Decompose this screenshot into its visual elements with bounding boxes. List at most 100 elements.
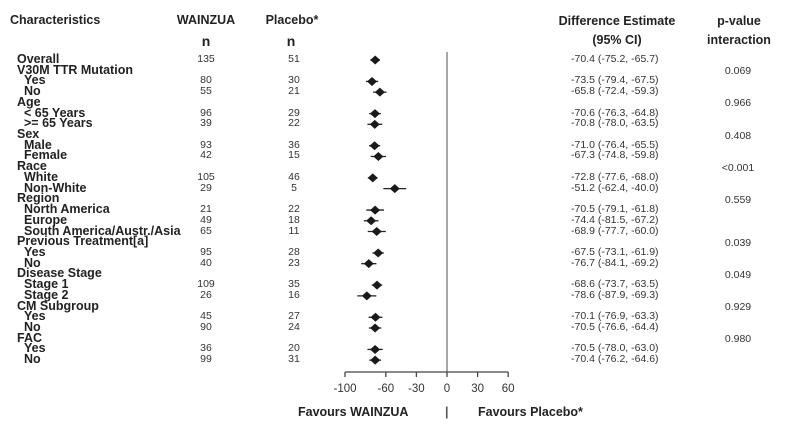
n-wainzua: 21 [200,203,212,216]
n-wainzua: 109 [197,278,215,291]
subgroup-label: >= 65 Years [24,116,93,131]
n-wainzua: 55 [200,85,212,98]
p-value-interaction: 0.980 [724,333,752,346]
difference-estimate-text: -70.6 (-76.3, -64.8) [571,106,659,119]
header-n-placebo: n [286,33,296,49]
estimate-diamond [363,259,374,269]
group-label: Sex [17,127,40,142]
n-placebo: 23 [288,256,300,269]
estimate-diamond [370,355,381,365]
p-value-interaction: 0.069 [724,65,752,78]
p-value-interaction: 0.929 [724,301,752,314]
n-placebo: 5 [291,181,297,194]
subgroup-label: Stage 1 [24,277,69,292]
header-wainzua: WAINZUA [176,13,236,27]
n-placebo: 28 [288,245,300,258]
n-placebo: 22 [288,203,300,216]
n-placebo: 51 [288,53,300,65]
estimate-diamond [371,227,382,237]
header-interaction: interaction [707,33,771,47]
estimate-diamond [370,344,381,354]
difference-estimate-text: -70.5 (-79.1, -61.8) [571,203,659,216]
n-wainzua: 39 [200,117,212,130]
subgroup-label: Yes [24,341,46,356]
estimate-diamond [370,312,381,322]
estimate-diamond [389,184,400,194]
n-wainzua: 40 [200,256,212,269]
difference-estimate-text: -78.6 (-87.9, -69.3) [571,288,659,301]
difference-estimate-text: -74.4 (-81.5, -67.2) [571,213,659,226]
group-label: Age [17,94,41,109]
n-placebo: 27 [288,310,300,323]
group-label: Region [17,191,60,206]
difference-estimate-text: -67.5 (-73.1, -61.9) [571,245,659,258]
difference-estimate-text: -68.9 (-77.7, -60.0) [571,224,659,237]
x-tick-label: 0 [443,383,451,395]
header-n-wainzua: n [201,33,211,49]
n-placebo: 11 [288,224,300,237]
subgroup-label: South America/Austr./Asia [24,223,181,238]
subgroup-label: No [24,320,41,334]
n-placebo: 21 [288,85,300,98]
n-wainzua: 96 [200,106,212,119]
difference-estimate-text: -72.8 (-77.6, -68.0) [571,170,659,183]
difference-estimate-text: -70.4 (-76.2, -64.6) [571,353,659,366]
subgroup-label: North America [24,202,110,217]
group-label: Overall [17,52,60,66]
x-tick-label: 60 [501,383,515,395]
estimate-diamond [367,173,378,183]
n-wainzua: 65 [200,224,212,237]
n-wainzua: 135 [197,53,215,65]
p-value-interaction: 0.966 [724,97,752,110]
estimate-diamond [361,291,372,301]
header-placebo: Placebo* [265,13,319,27]
subgroup-label: Male [24,137,52,152]
n-wainzua: 45 [200,310,212,323]
estimate-diamond [373,248,384,258]
n-placebo: 16 [288,288,300,301]
x-tick-label: -60 [377,383,395,395]
n-placebo: 30 [288,74,300,87]
p-value-interaction: 0.408 [724,129,752,142]
difference-estimate-text: -76.7 (-84.1, -69.2) [571,256,659,269]
group-label: Previous Treatment[a] [17,234,149,249]
subgroup-label: White [24,169,59,184]
difference-estimate-text: -68.6 (-73.7, -63.5) [571,278,659,291]
estimate-diamond [370,205,381,215]
difference-estimate-text: -51.2 (-62.4, -40.0) [571,181,659,194]
n-placebo: 24 [288,321,300,333]
subgroup-label: Female [24,148,68,163]
group-label: Disease Stage [17,266,102,281]
difference-estimate-text: -70.1 (-76.9, -63.3) [571,310,659,323]
favours-separator: | [445,405,449,419]
header-characteristics: Characteristics [10,13,101,27]
subgroup-label: Stage 2 [24,287,69,302]
subgroup-label: Non-White [24,180,87,195]
n-wainzua: 80 [200,74,212,87]
x-tick-label: 30 [471,383,484,395]
n-placebo: 15 [288,149,300,162]
p-value-interaction: 0.049 [724,268,752,281]
header-ci: (95% CI) [592,33,642,47]
difference-estimate-text: -70.8 (-78.0, -63.5) [571,117,659,130]
estimate-diamond [374,87,385,97]
subgroup-label: Yes [24,244,46,259]
favours-wainzua-label: Favours WAINZUA [298,405,409,419]
n-placebo: 18 [288,213,300,226]
p-value-interaction: 0.559 [724,193,752,206]
n-placebo: 20 [288,342,300,355]
n-placebo: 22 [288,117,300,130]
n-wainzua: 29 [200,181,212,194]
n-wainzua: 36 [200,342,212,355]
group-label: FAC [17,330,42,345]
estimate-diamond [372,280,383,290]
n-placebo: 29 [288,106,300,119]
group-label: Race [17,159,47,174]
difference-estimate-text: -70.5 (-78.0, -63.0) [571,342,659,355]
n-placebo: 36 [288,138,300,151]
n-placebo: 35 [288,278,300,291]
subgroup-label: Yes [24,309,46,324]
p-value-interaction: <0.001 [721,161,755,174]
